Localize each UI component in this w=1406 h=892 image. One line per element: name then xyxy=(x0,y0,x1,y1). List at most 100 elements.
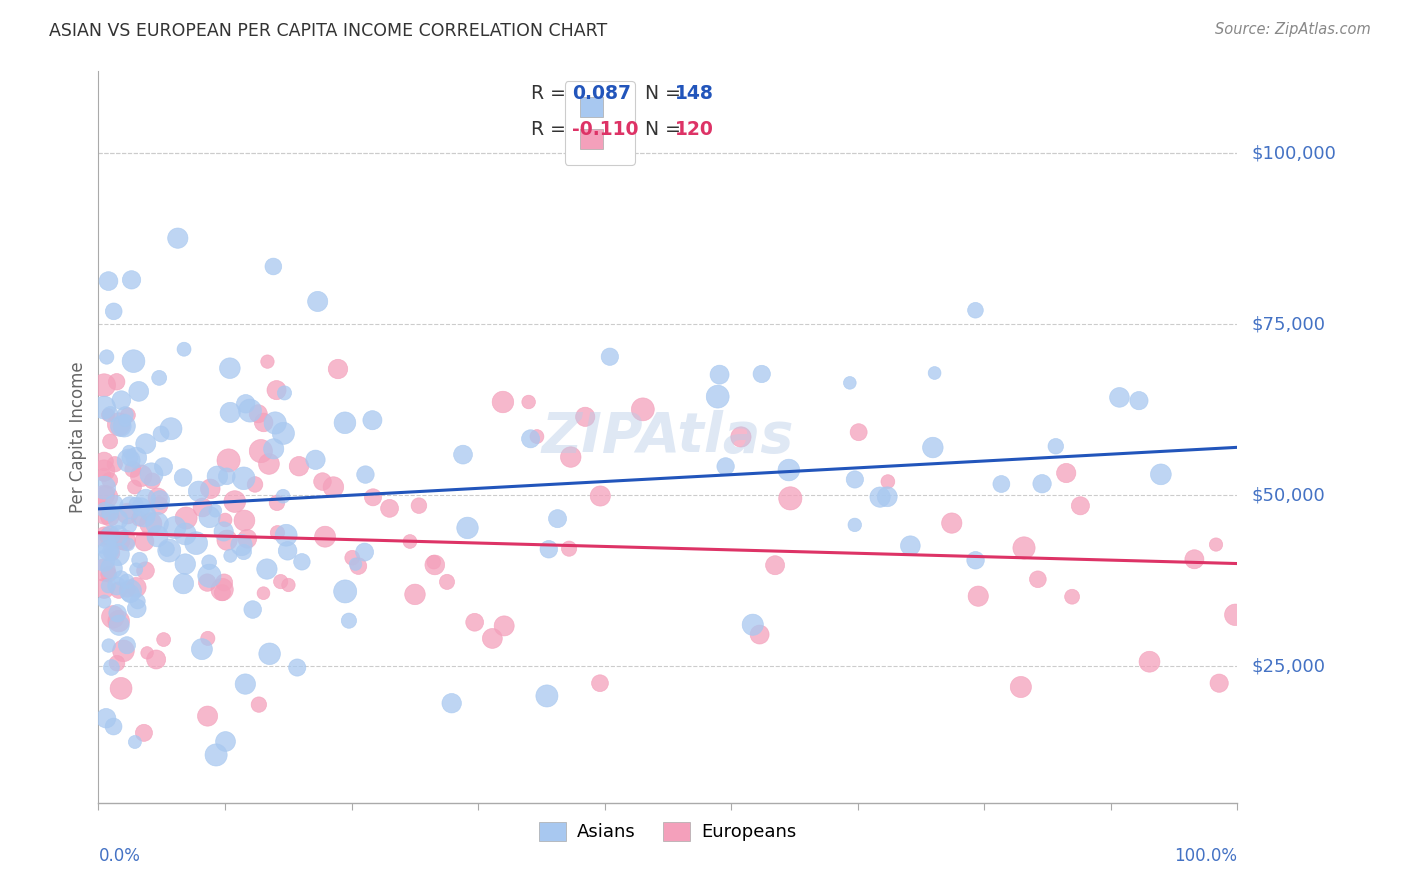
Point xyxy=(204,504,226,518)
Point xyxy=(259,647,281,661)
Point xyxy=(118,444,141,458)
Point xyxy=(547,511,569,525)
Point xyxy=(107,512,129,526)
Point xyxy=(125,580,148,594)
Point xyxy=(117,408,139,422)
Point xyxy=(211,585,233,599)
Point xyxy=(145,652,167,666)
Point xyxy=(361,491,384,505)
Point xyxy=(160,422,183,436)
Point xyxy=(451,448,474,462)
Point xyxy=(93,467,115,482)
Point xyxy=(107,614,129,628)
Point xyxy=(536,689,558,703)
Point xyxy=(266,496,288,510)
Point xyxy=(198,568,221,582)
Point xyxy=(263,442,285,456)
Point xyxy=(519,432,541,446)
Point xyxy=(253,416,276,430)
Point xyxy=(1031,476,1053,491)
Point xyxy=(921,441,943,455)
Point xyxy=(457,521,479,535)
Point xyxy=(93,563,115,577)
Point xyxy=(1026,572,1049,586)
Point xyxy=(132,726,155,740)
Point xyxy=(219,405,242,419)
Point xyxy=(93,582,115,596)
Point xyxy=(98,510,121,524)
Point xyxy=(93,378,115,392)
Point xyxy=(271,489,294,503)
Point xyxy=(285,660,308,674)
Point xyxy=(97,567,120,582)
Point xyxy=(941,516,963,530)
Point xyxy=(93,401,115,415)
Point xyxy=(146,516,169,531)
Point xyxy=(100,546,122,560)
Point xyxy=(322,480,344,494)
Point xyxy=(108,417,131,432)
Point xyxy=(212,524,235,539)
Point xyxy=(876,490,898,504)
Point xyxy=(148,371,170,385)
Point xyxy=(93,554,115,568)
Point xyxy=(247,407,270,421)
Point xyxy=(207,469,229,483)
Point xyxy=(127,594,149,608)
Point xyxy=(117,453,139,467)
Text: N =: N = xyxy=(633,120,686,139)
Point xyxy=(198,510,221,524)
Point xyxy=(1054,466,1077,480)
Point xyxy=(574,409,596,424)
Point xyxy=(347,559,370,574)
Point xyxy=(273,426,295,441)
Point xyxy=(709,368,731,382)
Point xyxy=(423,558,446,572)
Text: N =: N = xyxy=(633,84,686,103)
Point xyxy=(589,676,612,690)
Point xyxy=(1010,680,1032,694)
Point xyxy=(110,393,132,408)
Point xyxy=(1069,499,1091,513)
Point xyxy=(128,384,150,399)
Point xyxy=(1182,552,1205,566)
Point xyxy=(558,541,581,556)
Point xyxy=(239,403,262,417)
Point xyxy=(105,657,128,671)
Text: 148: 148 xyxy=(675,84,714,103)
Point xyxy=(110,571,132,585)
Point xyxy=(93,454,115,468)
Point xyxy=(117,507,139,521)
Point xyxy=(967,589,990,603)
Point xyxy=(146,529,169,543)
Point xyxy=(111,534,134,549)
Text: Source: ZipAtlas.com: Source: ZipAtlas.com xyxy=(1215,22,1371,37)
Point xyxy=(97,639,120,653)
Point xyxy=(172,576,194,591)
Point xyxy=(838,376,860,390)
Point xyxy=(235,397,257,411)
Point xyxy=(150,426,173,441)
Point xyxy=(96,490,118,504)
Point xyxy=(242,602,264,616)
Point xyxy=(94,711,117,725)
Point xyxy=(599,350,621,364)
Point xyxy=(481,632,503,646)
Point xyxy=(440,696,463,710)
Point xyxy=(120,583,142,598)
Point xyxy=(122,462,145,476)
Point xyxy=(494,619,516,633)
Point xyxy=(141,474,163,488)
Point xyxy=(353,545,375,559)
Point xyxy=(125,562,148,576)
Point xyxy=(898,539,921,553)
Legend: Asians, Europeans: Asians, Europeans xyxy=(531,814,804,848)
Point xyxy=(114,413,136,427)
Point xyxy=(266,525,288,540)
Point xyxy=(97,579,120,593)
Point xyxy=(105,579,128,593)
Point xyxy=(631,402,654,417)
Point xyxy=(247,698,270,712)
Point xyxy=(128,511,150,525)
Point xyxy=(231,538,253,552)
